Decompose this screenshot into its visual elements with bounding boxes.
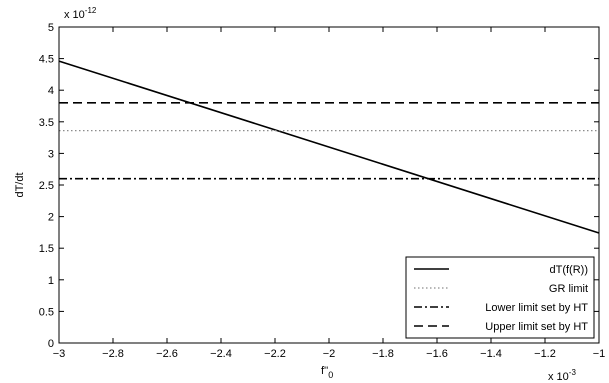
series-layer (58, 60, 600, 234)
x-axis-title: f''0 (321, 365, 333, 380)
y-axis-title: dT/dt (14, 172, 26, 197)
x-tick-label: −2.8 (102, 348, 124, 360)
y-tick-label: 4.5 (39, 54, 54, 66)
y-tick-label: 4 (48, 85, 54, 97)
series-line-0 (58, 60, 600, 234)
tick-layer: −3 −2.8 −2.6 −2.4 −2.2 −2 −1.8 −1.6 −1.4 −1.2 −1 0 0… (39, 22, 606, 360)
x-tick-label: −2.2 (264, 348, 286, 360)
y-tick-label: 5 (48, 22, 54, 34)
y-tick-label: 3.5 (39, 117, 54, 129)
x-exponent-label: x 10-3 (548, 368, 576, 383)
x-tick-label: −3 (53, 348, 66, 360)
x-tick-label: −1.6 (426, 348, 448, 360)
y-tick-label: 0.5 (39, 306, 54, 318)
legend: dT(f(R)) GR limit Lower limit set by HT Upp… (405, 256, 595, 339)
y-tick-label: 3 (48, 148, 54, 160)
x-tick-label: −2 (323, 348, 336, 360)
y-tick-label: 2 (48, 212, 54, 224)
x-tick-label: −1.2 (534, 348, 556, 360)
y-tick-label: 1 (48, 275, 54, 287)
y-exponent-label: x 10-12 (64, 6, 97, 21)
y-tick-label: 2.5 (39, 180, 54, 192)
x-tick-label: −2.6 (156, 348, 178, 360)
x-tick-label: −1.4 (480, 348, 502, 360)
legend-box (405, 256, 595, 339)
legend-label-0: dT(f(R)) (550, 264, 589, 276)
x-tick-label: −1 (593, 348, 606, 360)
legend-label-3: Upper limit set by HT (485, 321, 588, 333)
x-tick-label: −1.8 (372, 348, 394, 360)
x-tick-label: −2.4 (210, 348, 232, 360)
legend-label-1: GR limit (549, 283, 588, 295)
y-tick-label: 1.5 (39, 243, 54, 255)
legend-label-2: Lower limit set by HT (485, 302, 588, 314)
y-tick-label: 0 (48, 338, 54, 350)
